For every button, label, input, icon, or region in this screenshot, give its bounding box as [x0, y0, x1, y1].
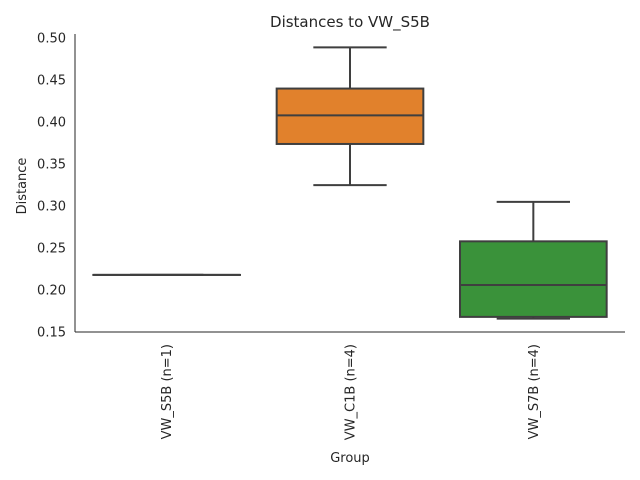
y-tick-label: 0.15 — [37, 326, 66, 341]
y-tick-label: 0.25 — [37, 242, 66, 257]
x-tick-label: VW_S5B (n=1) — [160, 344, 175, 439]
y-axis-label: Distance — [15, 158, 30, 215]
y-axis-ticks: 0.15 0.20 0.25 0.30 0.35 0.40 0.45 0.50 — [37, 32, 66, 341]
box-group — [459, 200, 608, 320]
x-tick-label: VW_C1B (n=4) — [344, 344, 359, 440]
x-axis-ticks: VW_S5B (n=1) VW_C1B (n=4) VW_S7B (n=4) — [160, 344, 542, 440]
box-series — [92, 46, 608, 320]
box-group — [275, 46, 425, 187]
y-tick-label: 0.35 — [37, 158, 66, 173]
y-tick-label: 0.45 — [37, 74, 66, 89]
chart-title: Distances to VW_S5B — [270, 13, 430, 32]
y-tick-label: 0.20 — [37, 284, 66, 299]
x-axis-label: Group — [330, 451, 370, 466]
y-tick-label: 0.50 — [37, 32, 66, 47]
y-tick-label: 0.30 — [37, 200, 66, 215]
y-tick-label: 0.40 — [37, 116, 66, 131]
x-tick-label: VW_S7B (n=4) — [527, 344, 542, 439]
box-iqr — [459, 240, 608, 318]
